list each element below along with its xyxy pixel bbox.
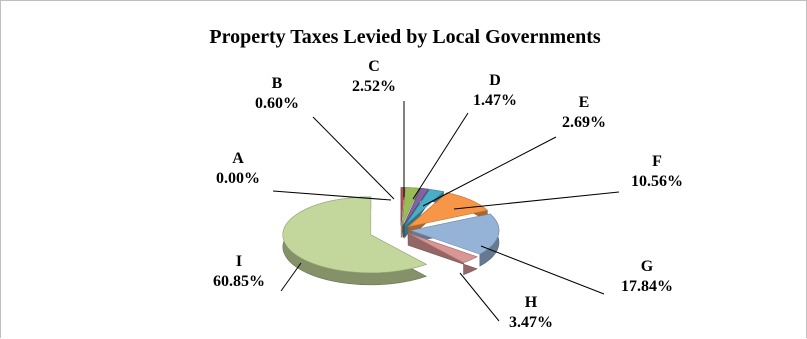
pie-slice-E [404,189,445,227]
pie-slice-G [409,213,500,255]
chart-title: Property Taxes Levied by Local Governmen… [209,26,600,48]
category-label-G: G [641,258,654,275]
category-label-A: A [232,150,244,167]
category-label-I: I [236,253,242,270]
value-label-B: 0.60% [255,95,299,112]
leader-line-F [453,191,620,210]
pie-slice-I [282,196,428,274]
leader-line-D [412,112,469,200]
category-label-B: B [272,75,283,92]
category-label-D: D [489,72,501,89]
value-label-E: 2.69% [562,114,606,131]
category-label-F: F [652,153,662,170]
value-label-F: 10.56% [631,173,683,190]
value-label-H: 3.47% [509,314,553,331]
value-label-I: 60.85% [213,273,265,290]
leader-line-I [280,262,302,292]
pie-slice-H [407,232,478,263]
category-label-E: E [579,94,590,111]
leader-line-B [312,116,395,200]
category-label-H: H [525,294,538,311]
data-labels: A 0.00% B 0.60% C 2.52% D 1.47% E 2.69% F 10.56% G 17… [213,58,683,331]
leader-line-E [422,136,557,207]
value-label-C: 2.52% [352,78,396,95]
pie-slice-D [403,188,429,226]
leader-line-A [272,190,392,201]
pie-slice-B [400,187,405,226]
value-label-D: 1.47% [473,92,517,109]
value-label-A: 0.00% [216,170,260,187]
leader-lines [272,101,620,322]
category-label-C: C [368,58,380,75]
pie-slice-tops [282,187,500,274]
leader-line-G [480,245,605,295]
pie-slice-F [407,192,488,228]
value-label-G: 17.84% [621,278,673,295]
leader-line-H [459,272,500,322]
